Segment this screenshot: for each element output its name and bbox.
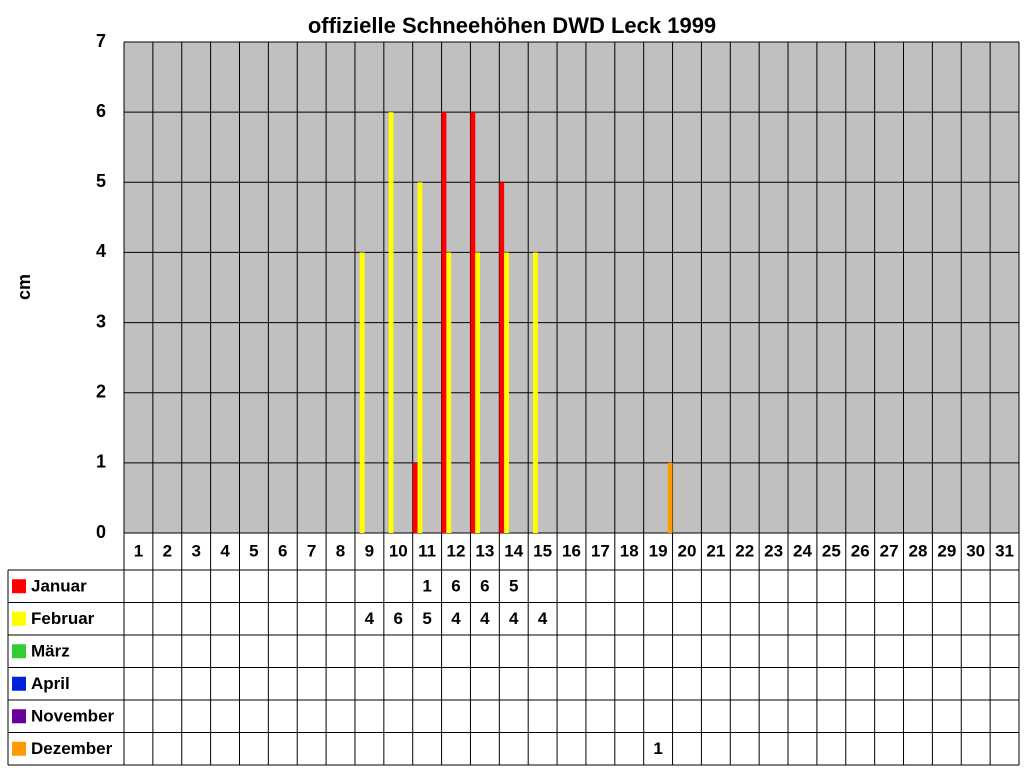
x-tick-label: 27 xyxy=(880,541,899,560)
y-tick-label: 1 xyxy=(96,452,106,472)
plot-area xyxy=(124,42,1019,533)
x-tick-label: 14 xyxy=(504,541,523,560)
bar xyxy=(441,112,447,534)
legend-label: Dezember xyxy=(31,739,113,758)
x-tick-label: 10 xyxy=(389,541,408,560)
x-tick-label: 5 xyxy=(249,541,258,560)
table-value: 1 xyxy=(422,577,431,596)
x-tick-label: 26 xyxy=(851,541,870,560)
table-value: 5 xyxy=(509,577,518,596)
legend-key xyxy=(12,676,26,691)
x-tick-label: 30 xyxy=(966,541,985,560)
table-value: 4 xyxy=(365,609,375,628)
table-value: 4 xyxy=(538,609,548,628)
bar xyxy=(533,252,538,533)
legend-key xyxy=(12,644,26,659)
legend-label: Januar xyxy=(31,577,87,596)
legend-key xyxy=(12,611,26,626)
legend-label: November xyxy=(31,707,115,726)
x-tick-label: 1 xyxy=(134,541,143,560)
table-value: 5 xyxy=(422,609,431,628)
x-tick-label: 15 xyxy=(533,541,552,560)
x-tick-label: 11 xyxy=(418,541,436,560)
x-tick-label: 7 xyxy=(307,541,316,560)
y-axis-title: cm xyxy=(14,274,34,300)
x-tick-label: 17 xyxy=(591,541,610,560)
table-value: 6 xyxy=(451,577,460,596)
bar xyxy=(412,462,418,533)
bar xyxy=(446,252,452,533)
bar xyxy=(470,112,476,534)
bar xyxy=(475,252,481,533)
x-tick-label: 22 xyxy=(735,541,754,560)
y-tick-label: 5 xyxy=(96,171,106,191)
x-tick-label: 6 xyxy=(278,541,287,560)
x-tick-label: 12 xyxy=(447,541,466,560)
x-tick-label: 13 xyxy=(475,541,494,560)
legend-label: Februar xyxy=(31,609,95,628)
x-tick-label: 9 xyxy=(365,541,374,560)
y-tick-label: 7 xyxy=(96,31,106,51)
x-tick-label: 18 xyxy=(620,541,639,560)
x-tick-label: 25 xyxy=(822,541,841,560)
y-tick-label: 0 xyxy=(96,522,106,542)
y-tick-label: 3 xyxy=(96,311,106,331)
x-tick-label: 4 xyxy=(220,541,230,560)
legend-key xyxy=(12,579,26,594)
y-tick-label: 2 xyxy=(96,381,106,401)
x-tick-label: 3 xyxy=(191,541,200,560)
x-tick-label: 21 xyxy=(706,541,725,560)
bar xyxy=(388,112,394,534)
bar xyxy=(417,182,423,534)
legend-label: März xyxy=(31,642,70,661)
x-tick-label: 23 xyxy=(764,541,783,560)
chart-title: offizielle Schneehöhen DWD Leck 1999 xyxy=(308,13,716,38)
table-value: 6 xyxy=(394,609,403,628)
bar xyxy=(499,182,505,534)
x-tick-label: 29 xyxy=(937,541,956,560)
x-tick-label: 31 xyxy=(995,541,1014,560)
x-tick-label: 2 xyxy=(163,541,172,560)
bar xyxy=(504,252,509,533)
x-tick-label: 28 xyxy=(908,541,927,560)
table-value: 6 xyxy=(480,577,489,596)
x-tick-label: 16 xyxy=(562,541,581,560)
legend-key xyxy=(12,741,26,756)
table-value: 1 xyxy=(653,739,662,758)
x-tick-label: 20 xyxy=(678,541,697,560)
legend-key xyxy=(12,709,26,724)
bar xyxy=(667,462,673,533)
table-value: 4 xyxy=(509,609,519,628)
legend-label: April xyxy=(31,674,70,693)
x-tick-label: 24 xyxy=(793,541,812,560)
table-value: 4 xyxy=(480,609,490,628)
x-tick-label: 8 xyxy=(336,541,345,560)
y-tick-label: 4 xyxy=(96,241,106,261)
bar xyxy=(359,252,365,533)
x-tick-label: 19 xyxy=(649,541,668,560)
y-tick-label: 6 xyxy=(96,101,106,121)
table-value: 4 xyxy=(451,609,461,628)
